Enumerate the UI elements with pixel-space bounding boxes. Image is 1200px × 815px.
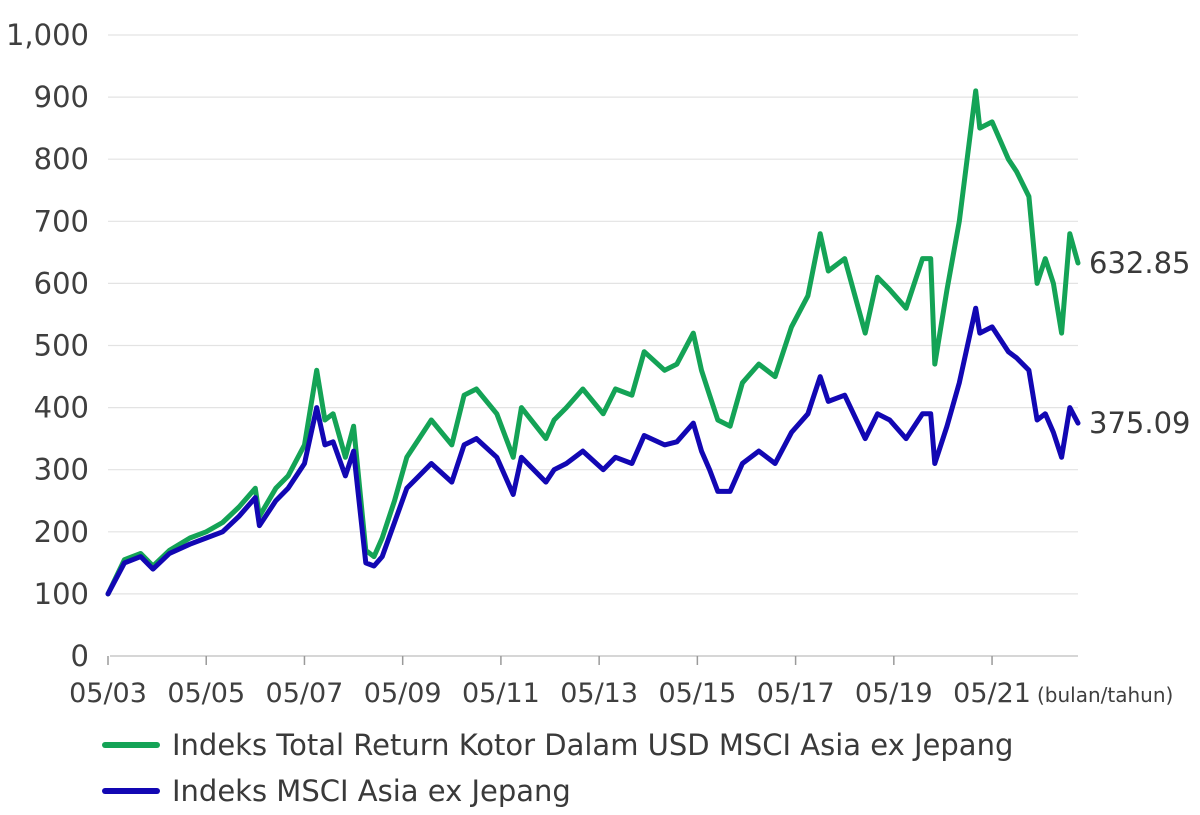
y-tick-label-0: 0: [71, 639, 89, 673]
y-tick-label-900: 900: [34, 80, 89, 114]
series-line-1: [105, 305, 1081, 597]
x-tick-label-05-13: 05/13: [560, 678, 638, 709]
y-tick-label-100: 100: [34, 577, 89, 611]
series-lines: [105, 88, 1081, 597]
legend-swatch-green: [102, 742, 160, 748]
x-tick-label-05-11: 05/11: [462, 678, 540, 709]
y-tick-label-1000: 1,000: [6, 18, 89, 52]
legend-label-total-return: Indeks Total Return Kotor Dalam USD MSCI…: [172, 728, 1014, 762]
series-line-0: [105, 88, 1081, 597]
y-tick-label-400: 400: [34, 391, 89, 425]
end-labels: 632.85 375.09: [1089, 246, 1190, 440]
legend-swatch-blue: [102, 788, 160, 794]
end-value-label-1: 375.09: [1089, 406, 1190, 440]
x-tick-label-05-15: 05/15: [658, 678, 736, 709]
y-tick-label-700: 700: [34, 204, 89, 238]
x-tick-label-05-09: 05/09: [364, 678, 442, 709]
end-value-label-0: 632.85: [1089, 246, 1190, 280]
y-tick-label-500: 500: [34, 329, 89, 363]
x-axis-ticks: 05/03 05/05 05/07 05/09 05/11 05/13 05/15 05/17…: [69, 656, 1031, 709]
x-tick-label-05-19: 05/19: [855, 678, 933, 709]
y-tick-label-600: 600: [34, 266, 89, 300]
y-tick-label-300: 300: [34, 453, 89, 487]
legend-item-msci: Indeks MSCI Asia ex Jepang: [102, 774, 571, 808]
x-axis-unit-label: (bulan/tahun): [1037, 683, 1173, 707]
x-tick-label-05-03: 05/03: [69, 678, 147, 709]
x-tick-label-05-07: 05/07: [266, 678, 344, 709]
x-tick-label-05-05: 05/05: [167, 678, 245, 709]
gridlines: [108, 34, 1078, 595]
y-tick-label-200: 200: [34, 515, 89, 549]
x-tick-label-05-17: 05/17: [757, 678, 835, 709]
legend-item-total-return: Indeks Total Return Kotor Dalam USD MSCI…: [102, 728, 1013, 762]
y-tick-label-800: 800: [34, 142, 89, 176]
x-tick-label-05-21: 05/21: [953, 678, 1031, 709]
legend-label-msci: Indeks MSCI Asia ex Jepang: [172, 774, 571, 808]
y-axis-ticks: 0 100 200 300 400 500 600 700 800 900 1,000: [6, 18, 89, 673]
